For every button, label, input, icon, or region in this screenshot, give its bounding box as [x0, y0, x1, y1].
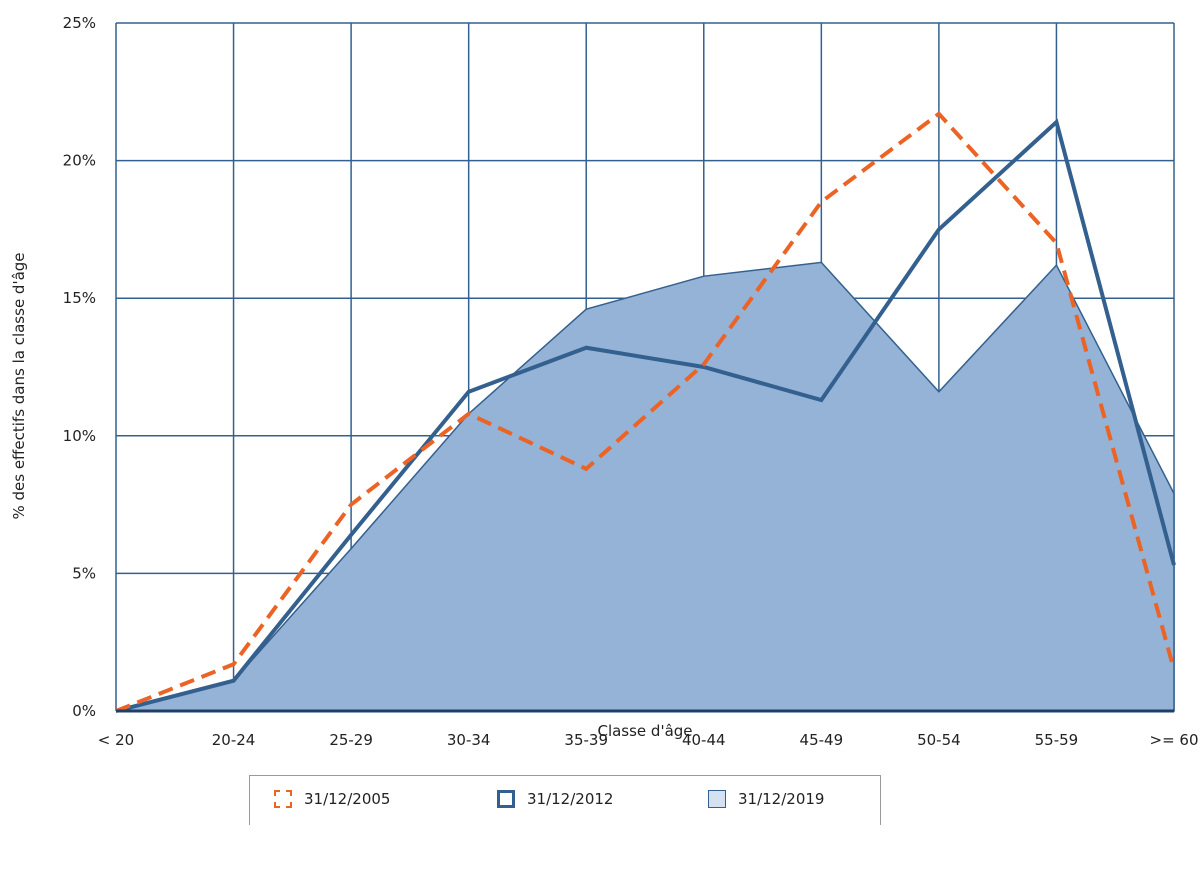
legend-label: 31/12/2012: [527, 790, 614, 808]
x-tick-label: >= 60: [1150, 731, 1199, 749]
y-tick-labels: 0% 5% 10% 15% 20% 25%: [63, 14, 96, 720]
x-tick-label: 30-34: [447, 731, 491, 749]
y-tick-label: 15%: [63, 289, 96, 307]
series-2012-line: [115, 118, 1176, 713]
chart: 0% 5% 10% 15% 20% 25% < 20 20-24 25-29 30-34 35-3…: [10, 14, 1199, 749]
dashed-line-swatch-icon: [274, 790, 292, 808]
legend-item-2019: 31/12/2019: [708, 790, 824, 808]
legend-item-2012: 31/12/2012: [497, 790, 613, 808]
legend-item-2005: 31/12/2005: [274, 790, 390, 808]
y-tick-label: 0%: [72, 702, 96, 720]
x-axis-title: Classe d'âge: [597, 722, 692, 740]
series-2019-area: [115, 261, 1175, 712]
legend-label: 31/12/2005: [304, 790, 391, 808]
chart-marks: [115, 111, 1176, 713]
x-tick-label: 45-49: [800, 731, 844, 749]
x-tick-label: < 20: [98, 731, 134, 749]
x-tick-labels: < 20 20-24 25-29 30-34 35-39 40-44 45-49 50-54 5…: [98, 731, 1199, 749]
x-tick-label: 55-59: [1035, 731, 1079, 749]
x-tick-label: 35-39: [564, 731, 608, 749]
y-axis-title: % des effectifs dans la classe d'âge: [10, 252, 28, 519]
legend-label: 31/12/2019: [738, 790, 825, 808]
x-tick-label: 20-24: [212, 731, 256, 749]
y-tick-label: 5%: [72, 564, 96, 582]
y-tick-label: 20%: [63, 152, 96, 170]
legend: 31/12/2005 31/12/2012 31/12/2019: [249, 775, 881, 825]
x-tick-label: 50-54: [917, 731, 961, 749]
x-tick-label: 25-29: [329, 731, 373, 749]
solid-line-swatch-icon: [497, 790, 515, 808]
area-swatch-icon: [708, 790, 726, 808]
y-tick-label: 25%: [63, 14, 96, 32]
x-tick-label: 40-44: [682, 731, 726, 749]
series-2005-line: [115, 111, 1176, 713]
y-tick-label: 10%: [63, 427, 96, 445]
